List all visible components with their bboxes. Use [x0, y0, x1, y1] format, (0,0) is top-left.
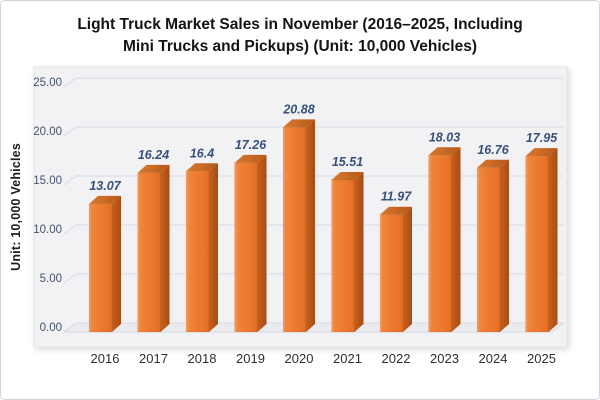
x-axis-category-label: 2022 — [382, 351, 411, 366]
bar — [137, 172, 161, 333]
x-axis-category-label: 2016 — [91, 351, 120, 366]
bar-side-face — [548, 148, 558, 332]
bar — [428, 154, 452, 333]
y-tick-label: 10.00 — [33, 224, 62, 236]
bar — [282, 126, 307, 333]
bar-value-label: 13.07 — [89, 179, 121, 193]
bar-top-face — [186, 163, 218, 172]
bar — [185, 170, 210, 333]
bar-top-face — [380, 206, 412, 215]
bar-side-face — [403, 206, 412, 332]
bar-top-face — [137, 164, 170, 173]
bar — [476, 167, 501, 333]
x-axis-category-label: 2025 — [527, 351, 556, 366]
bar-top-face — [525, 148, 558, 157]
bar-side-face — [160, 164, 170, 332]
gridline-depth-segment — [63, 175, 77, 186]
y-tick-label: 5.00 — [40, 273, 62, 285]
chart-title: Light Truck Market Sales in November (20… — [1, 14, 599, 57]
bar-top-face — [477, 159, 509, 168]
bar — [234, 162, 258, 333]
x-axis-category-label: 2020 — [285, 351, 314, 366]
bar-value-label: 11.97 — [381, 190, 412, 204]
bar-side-face — [257, 154, 267, 332]
bar-side-face — [500, 159, 509, 332]
x-axis-category-label: 2017 — [139, 351, 168, 366]
bar — [88, 203, 113, 333]
bar-top-face — [283, 119, 315, 128]
bar — [331, 179, 355, 333]
bar-side-face — [112, 195, 121, 332]
bar-value-label: 17.26 — [235, 138, 267, 152]
gridline-depth-segment — [63, 273, 77, 284]
bar-side-face — [354, 172, 364, 332]
chart-title-line2: Mini Trucks and Pickups) (Unit: 10,000 V… — [122, 37, 478, 55]
bar-value-label: 16.76 — [477, 143, 509, 157]
gridline-depth-segment — [63, 126, 77, 137]
bar-value-label: 18.03 — [429, 130, 460, 144]
bar-top-face — [89, 195, 121, 204]
y-tick-label: 15.00 — [33, 175, 62, 187]
chart-title-line1: Light Truck Market Sales in November (20… — [77, 16, 523, 33]
bar-side-face — [306, 119, 315, 332]
bar-value-label: 16.24 — [138, 148, 169, 162]
bar-value-label: 15.51 — [332, 155, 363, 169]
gridline-depth-segment — [63, 224, 77, 235]
y-tick-label: 0.00 — [40, 322, 62, 334]
x-axis-category-label: 2023 — [430, 351, 459, 366]
y-tick-label: 25.00 — [33, 77, 62, 89]
y-tick-label: 20.00 — [33, 126, 62, 138]
bar-top-face — [331, 172, 364, 181]
bar-top-face — [234, 154, 267, 163]
bar-value-label: 17.95 — [526, 131, 558, 145]
bar — [379, 214, 404, 333]
x-axis-category-label: 2021 — [333, 351, 362, 366]
bar-value-label: 20.88 — [282, 102, 314, 116]
x-axis-category-label: 2024 — [479, 351, 508, 366]
x-axis-category-label: 2018 — [188, 351, 217, 366]
bar-value-label: 16.4 — [190, 146, 214, 160]
bar-top-face — [428, 147, 461, 156]
gridline-depth-segment — [63, 77, 77, 88]
x-axis-category-label: 2019 — [236, 351, 265, 366]
bar-side-face — [209, 163, 218, 332]
bar — [525, 155, 549, 333]
bar-side-face — [451, 147, 461, 332]
